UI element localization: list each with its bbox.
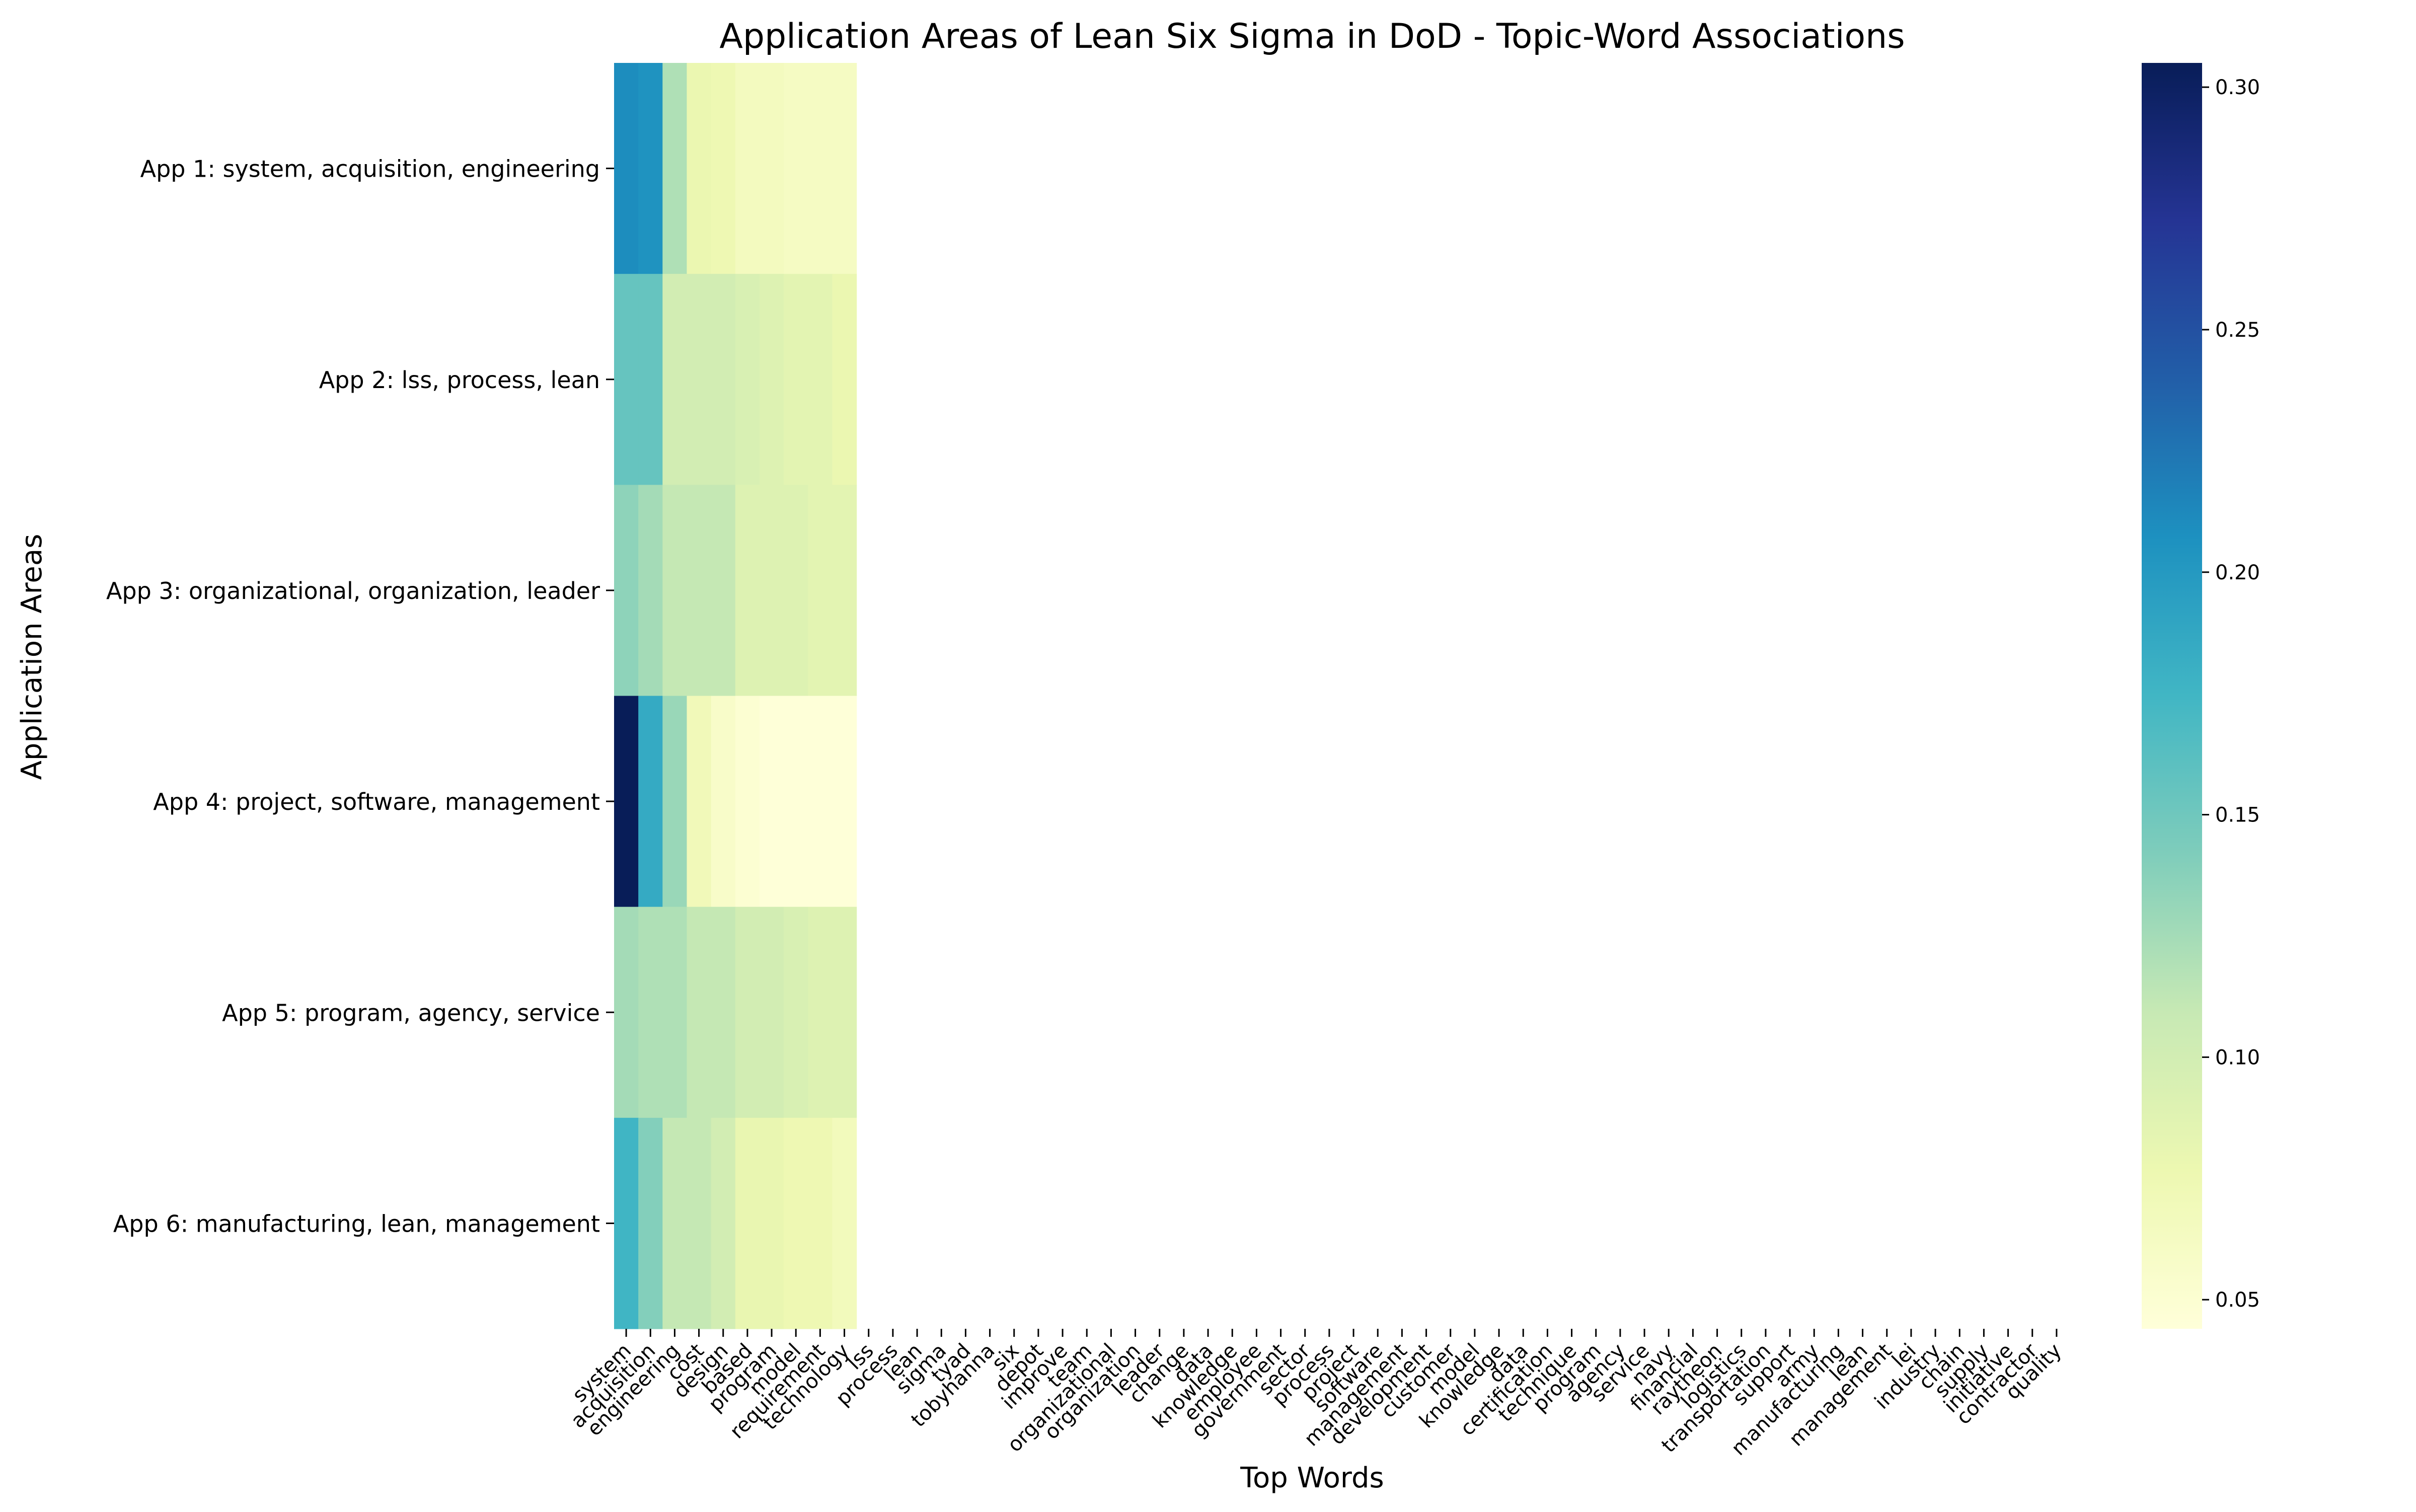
row-tick-label: App 5: program, agency, service [222, 999, 600, 1026]
heatmap-cell [784, 1117, 808, 1329]
colorbar-tick-label: 0.25 [2215, 319, 2260, 342]
heatmap-cell [760, 906, 784, 1118]
heatmap-cell [760, 485, 784, 697]
heatmap-cell [614, 1117, 639, 1329]
heatmap-cell [735, 696, 760, 908]
heatmap-cell [711, 63, 736, 274]
heatmap-cell [808, 1117, 833, 1329]
heatmap-cell [784, 485, 808, 697]
heatmap-cell [662, 63, 688, 274]
heatmap-cell [832, 906, 857, 1118]
colorbar-tick-label: 0.20 [2215, 561, 2260, 584]
heatmap-cell [662, 485, 688, 697]
heatmap-cell [784, 906, 808, 1118]
heatmap-cell [784, 63, 808, 274]
heatmap-cell [614, 274, 639, 485]
heatmap-cell [687, 274, 712, 485]
heatmap-cell [808, 906, 833, 1118]
heatmap-cell [735, 274, 760, 485]
colorbar-tick-label: 0.10 [2215, 1046, 2260, 1069]
colorbar-tick-label: 0.30 [2215, 76, 2260, 99]
heatmap-cell [638, 906, 663, 1118]
heatmap-cell [711, 485, 736, 697]
heatmap-cell [638, 696, 663, 908]
heatmap-cell [687, 1117, 712, 1329]
heatmap-cell [614, 63, 639, 274]
heatmap-cell [662, 274, 688, 485]
heatmap-cell [687, 696, 712, 908]
heatmap-cell [711, 696, 736, 908]
row-tick-label: App 1: system, acquisition, engineering [140, 156, 600, 183]
heatmap-cell [808, 485, 833, 697]
heatmap-cell [735, 1117, 760, 1329]
heatmap-cell [687, 906, 712, 1118]
heatmap-cell [711, 1117, 736, 1329]
heatmap-cell [735, 485, 760, 697]
heatmap-cell [711, 906, 736, 1118]
heatmap-cell [687, 485, 712, 697]
heatmap-cell [784, 274, 808, 485]
heatmap-cell [832, 696, 857, 908]
heatmap-cell [808, 274, 833, 485]
heatmap-cell [784, 696, 808, 908]
heatmap-cell [832, 63, 857, 274]
heatmap-cell [638, 1117, 663, 1329]
colorbar-tick-label: 0.15 [2215, 804, 2260, 827]
heatmap-cell [662, 696, 688, 908]
colorbar-gradient [2142, 63, 2202, 1329]
heatmap-cell [638, 63, 663, 274]
heatmap-cell [638, 485, 663, 697]
row-tick-label: App 3: organizational, organization, lea… [106, 577, 600, 604]
heatmap-cell [735, 63, 760, 274]
row-tick-label: App 6: manufacturing, lean, management [113, 1210, 600, 1237]
column-tick-labels: systemacquisitionengineeringcostdesignba… [566, 1329, 2066, 1460]
heatmap-cell [614, 906, 639, 1118]
heatmap-cell [662, 906, 688, 1118]
x-axis-label: Top Words [1240, 1462, 1384, 1494]
y-axis-label: Application Areas [16, 534, 48, 780]
heatmap-cell [711, 274, 736, 485]
row-tick-label: App 4: project, software, management [153, 788, 600, 815]
heatmap-cell [638, 274, 663, 485]
heatmap-cell [808, 696, 833, 908]
heatmap-cell [735, 906, 760, 1118]
heatmap-cell [832, 274, 857, 485]
heatmap-cell [760, 696, 784, 908]
row-tick-label: App 2: lss, process, lean [319, 366, 600, 394]
heatmap-cell [614, 485, 639, 697]
heatmap-cell [760, 1117, 784, 1329]
heatmap-cells [614, 63, 857, 1329]
heatmap-cell [832, 1117, 857, 1329]
colorbar: 0.05 0.10 0.15 0.20 0.25 0.30 [2142, 63, 2260, 1329]
heatmap-cell [662, 1117, 688, 1329]
heatmap-cell [687, 63, 712, 274]
heatmap-cell [832, 485, 857, 697]
chart-title: Application Areas of Lean Six Sigma in D… [719, 17, 1905, 56]
colorbar-tick-label: 0.05 [2215, 1289, 2260, 1312]
heatmap-cell [614, 696, 639, 908]
heatmap-cell [808, 63, 833, 274]
heatmap-cell [760, 63, 784, 274]
heatmap-cell [760, 274, 784, 485]
row-tick-labels: App 1: system, acquisition, engineering A… [106, 156, 614, 1237]
